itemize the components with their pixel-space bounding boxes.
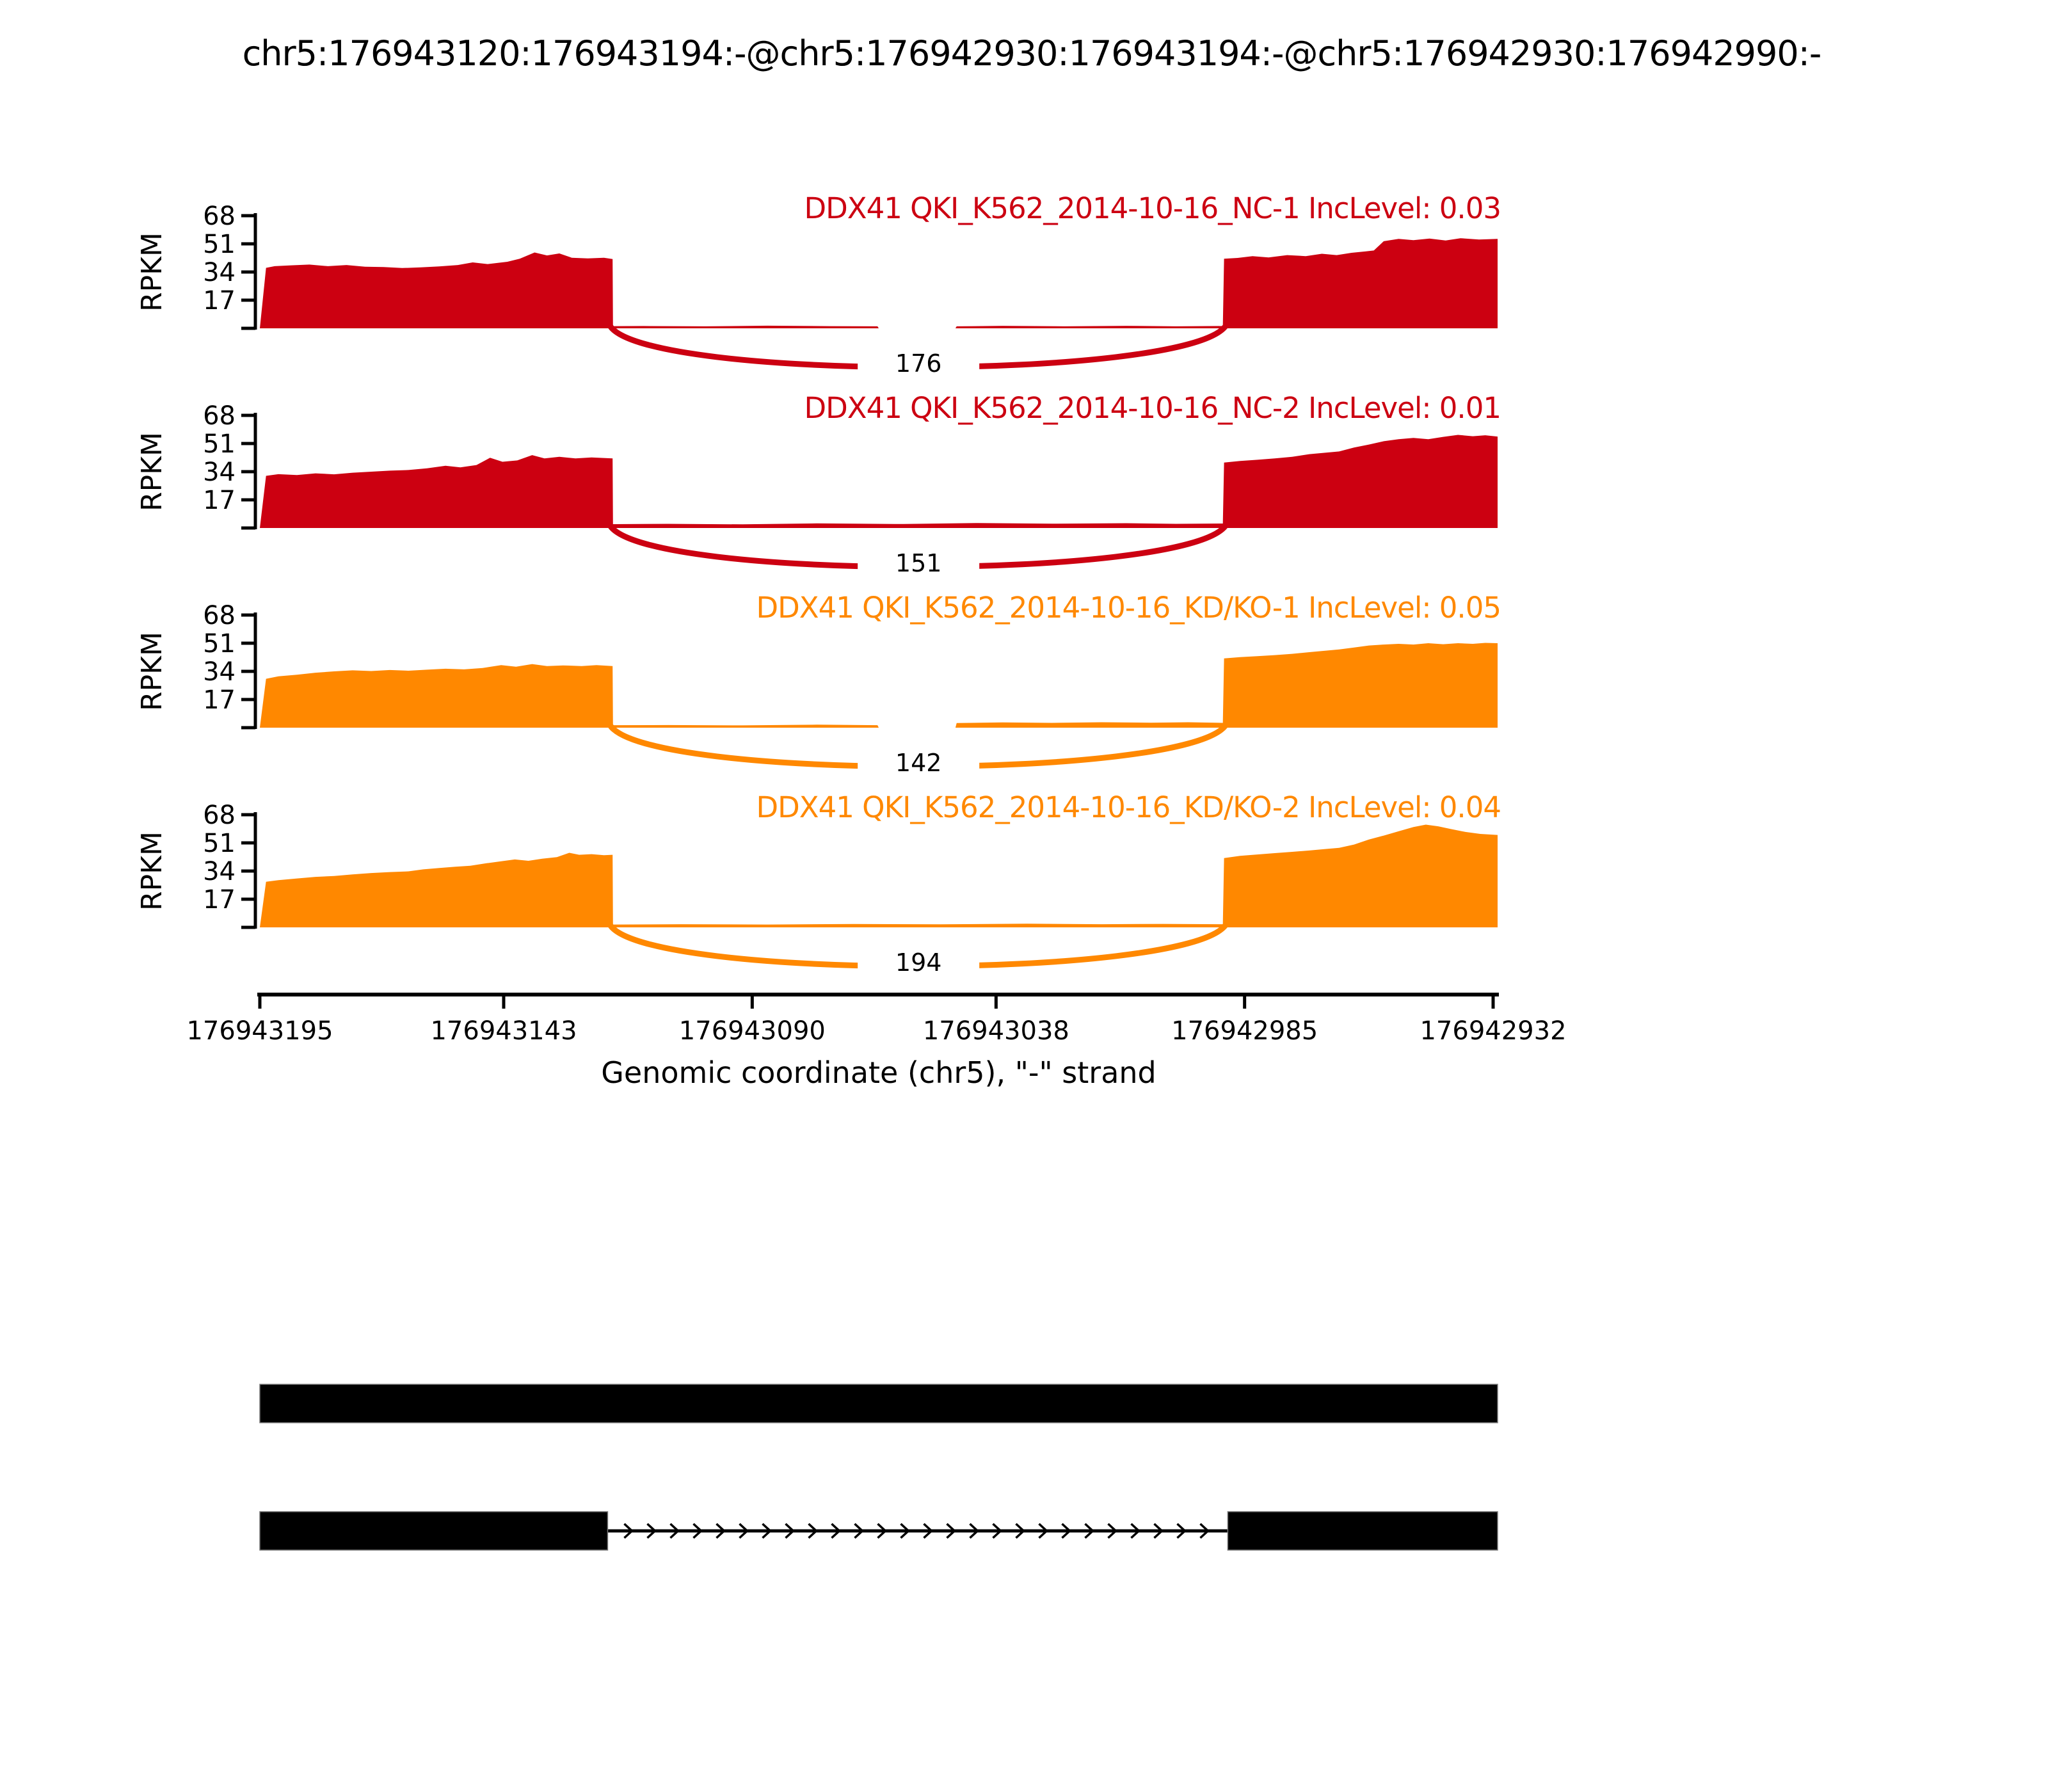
- intron-direction-arrow: [1084, 1523, 1095, 1539]
- coverage-area: [260, 824, 1498, 927]
- y-tick-label: 34: [203, 258, 236, 287]
- exon-bar: [259, 1511, 609, 1551]
- intron-direction-arrow: [923, 1523, 934, 1539]
- gene-model: [259, 1384, 1498, 1551]
- y-tick-label: 51: [203, 629, 236, 659]
- y-tick-label: 17: [203, 685, 236, 715]
- intron-direction-arrow: [623, 1523, 634, 1539]
- x-tick-label: 176943195: [186, 1016, 333, 1046]
- rpkm-axis-label: RPKM: [136, 432, 168, 511]
- y-tick-label: 51: [203, 829, 236, 858]
- intron-direction-arrow: [900, 1523, 911, 1539]
- junction-read-count: 176: [895, 349, 942, 378]
- y-tick-label: 17: [203, 486, 236, 515]
- x-axis-title: Genomic coordinate (chr5), "-" strand: [601, 1055, 1156, 1090]
- junction-read-count: 142: [895, 749, 942, 777]
- coverage-area: [260, 643, 1498, 728]
- y-tick-label: 34: [203, 458, 236, 487]
- rpkm-axis-label: RPKM: [136, 831, 168, 911]
- x-tick-label: 176943090: [679, 1016, 826, 1046]
- x-tick-label: 176943038: [923, 1016, 1069, 1046]
- intron-direction-arrow: [1130, 1523, 1141, 1539]
- y-tick-label: 68: [203, 202, 236, 231]
- intron-direction-arrow: [1038, 1523, 1049, 1539]
- inclusion-isoform: [259, 1384, 1498, 1423]
- y-tick-label: 51: [203, 429, 236, 459]
- skipping-isoform: [259, 1511, 1498, 1551]
- intron-direction-arrow: [762, 1523, 772, 1539]
- rpkm-axis-label: RPKM: [136, 632, 168, 711]
- intron-direction-arrow: [1176, 1523, 1187, 1539]
- intron-direction-arrow: [854, 1523, 865, 1539]
- rpkm-axis-label: RPKM: [136, 232, 168, 312]
- y-tick-label: 34: [203, 857, 236, 886]
- y-tick-label: 51: [203, 230, 236, 259]
- y-tick-label: 17: [203, 286, 236, 316]
- intron-direction-arrow: [992, 1523, 1003, 1539]
- junction-label-backing: [858, 947, 980, 981]
- y-tick-label: 34: [203, 657, 236, 687]
- x-tick-label: 176942985: [1171, 1016, 1318, 1046]
- intron-direction-arrow: [1015, 1523, 1026, 1539]
- intron-direction-arrow: [808, 1523, 819, 1539]
- intron-direction-arrow: [946, 1523, 957, 1539]
- y-tick-label: 68: [203, 401, 236, 431]
- intron-direction-arrow: [785, 1523, 796, 1539]
- junction-read-count: 194: [895, 948, 942, 977]
- intron-direction-arrow: [1107, 1523, 1118, 1539]
- intron-direction-arrow: [1061, 1523, 1072, 1539]
- intron-direction-arrow: [716, 1523, 726, 1539]
- track-label: DDX41 QKI_K562_2014-10-16_KD/KO-1 IncLev…: [756, 591, 1501, 625]
- x-axis: 176943195 176943143 176943090 176943038 1769…: [186, 993, 1567, 1046]
- track-label: DDX41 QKI_K562_2014-10-16_NC-2 IncLevel:…: [804, 391, 1501, 425]
- track-label: DDX41 QKI_K562_2014-10-16_KD/KO-2 IncLev…: [756, 790, 1501, 824]
- exon-bar: [259, 1384, 1498, 1423]
- junction-label-backing: [858, 547, 980, 582]
- intron-direction-arrow: [739, 1523, 749, 1539]
- plot-title: chr5:176943120:176943194:-@chr5:17694293…: [243, 33, 1821, 74]
- intron-direction-arrow: [831, 1523, 842, 1539]
- intron-direction-arrow: [877, 1523, 888, 1539]
- coverage-area: [260, 238, 1498, 328]
- intron-direction-arrow: [669, 1523, 680, 1539]
- intron-direction-arrow: [1199, 1523, 1210, 1539]
- track-label: DDX41 QKI_K562_2014-10-16_NC-1 IncLevel:…: [804, 191, 1501, 225]
- intron-direction-arrow: [692, 1523, 703, 1539]
- y-tick-label: 68: [203, 601, 236, 630]
- coverage-area: [260, 435, 1498, 528]
- intron-direction-arrow: [646, 1523, 657, 1539]
- junction-label-backing: [858, 348, 980, 382]
- junction-label-backing: [858, 747, 980, 781]
- x-tick-label: 176942932: [1420, 1016, 1566, 1046]
- intron-direction-arrow: [969, 1523, 980, 1539]
- intron-direction-arrow: [1153, 1523, 1164, 1539]
- exon-bar: [1227, 1511, 1498, 1551]
- y-tick-label: 17: [203, 885, 236, 915]
- x-tick-label: 176943143: [430, 1016, 577, 1046]
- y-tick-label: 68: [203, 801, 236, 830]
- junction-read-count: 151: [895, 549, 942, 577]
